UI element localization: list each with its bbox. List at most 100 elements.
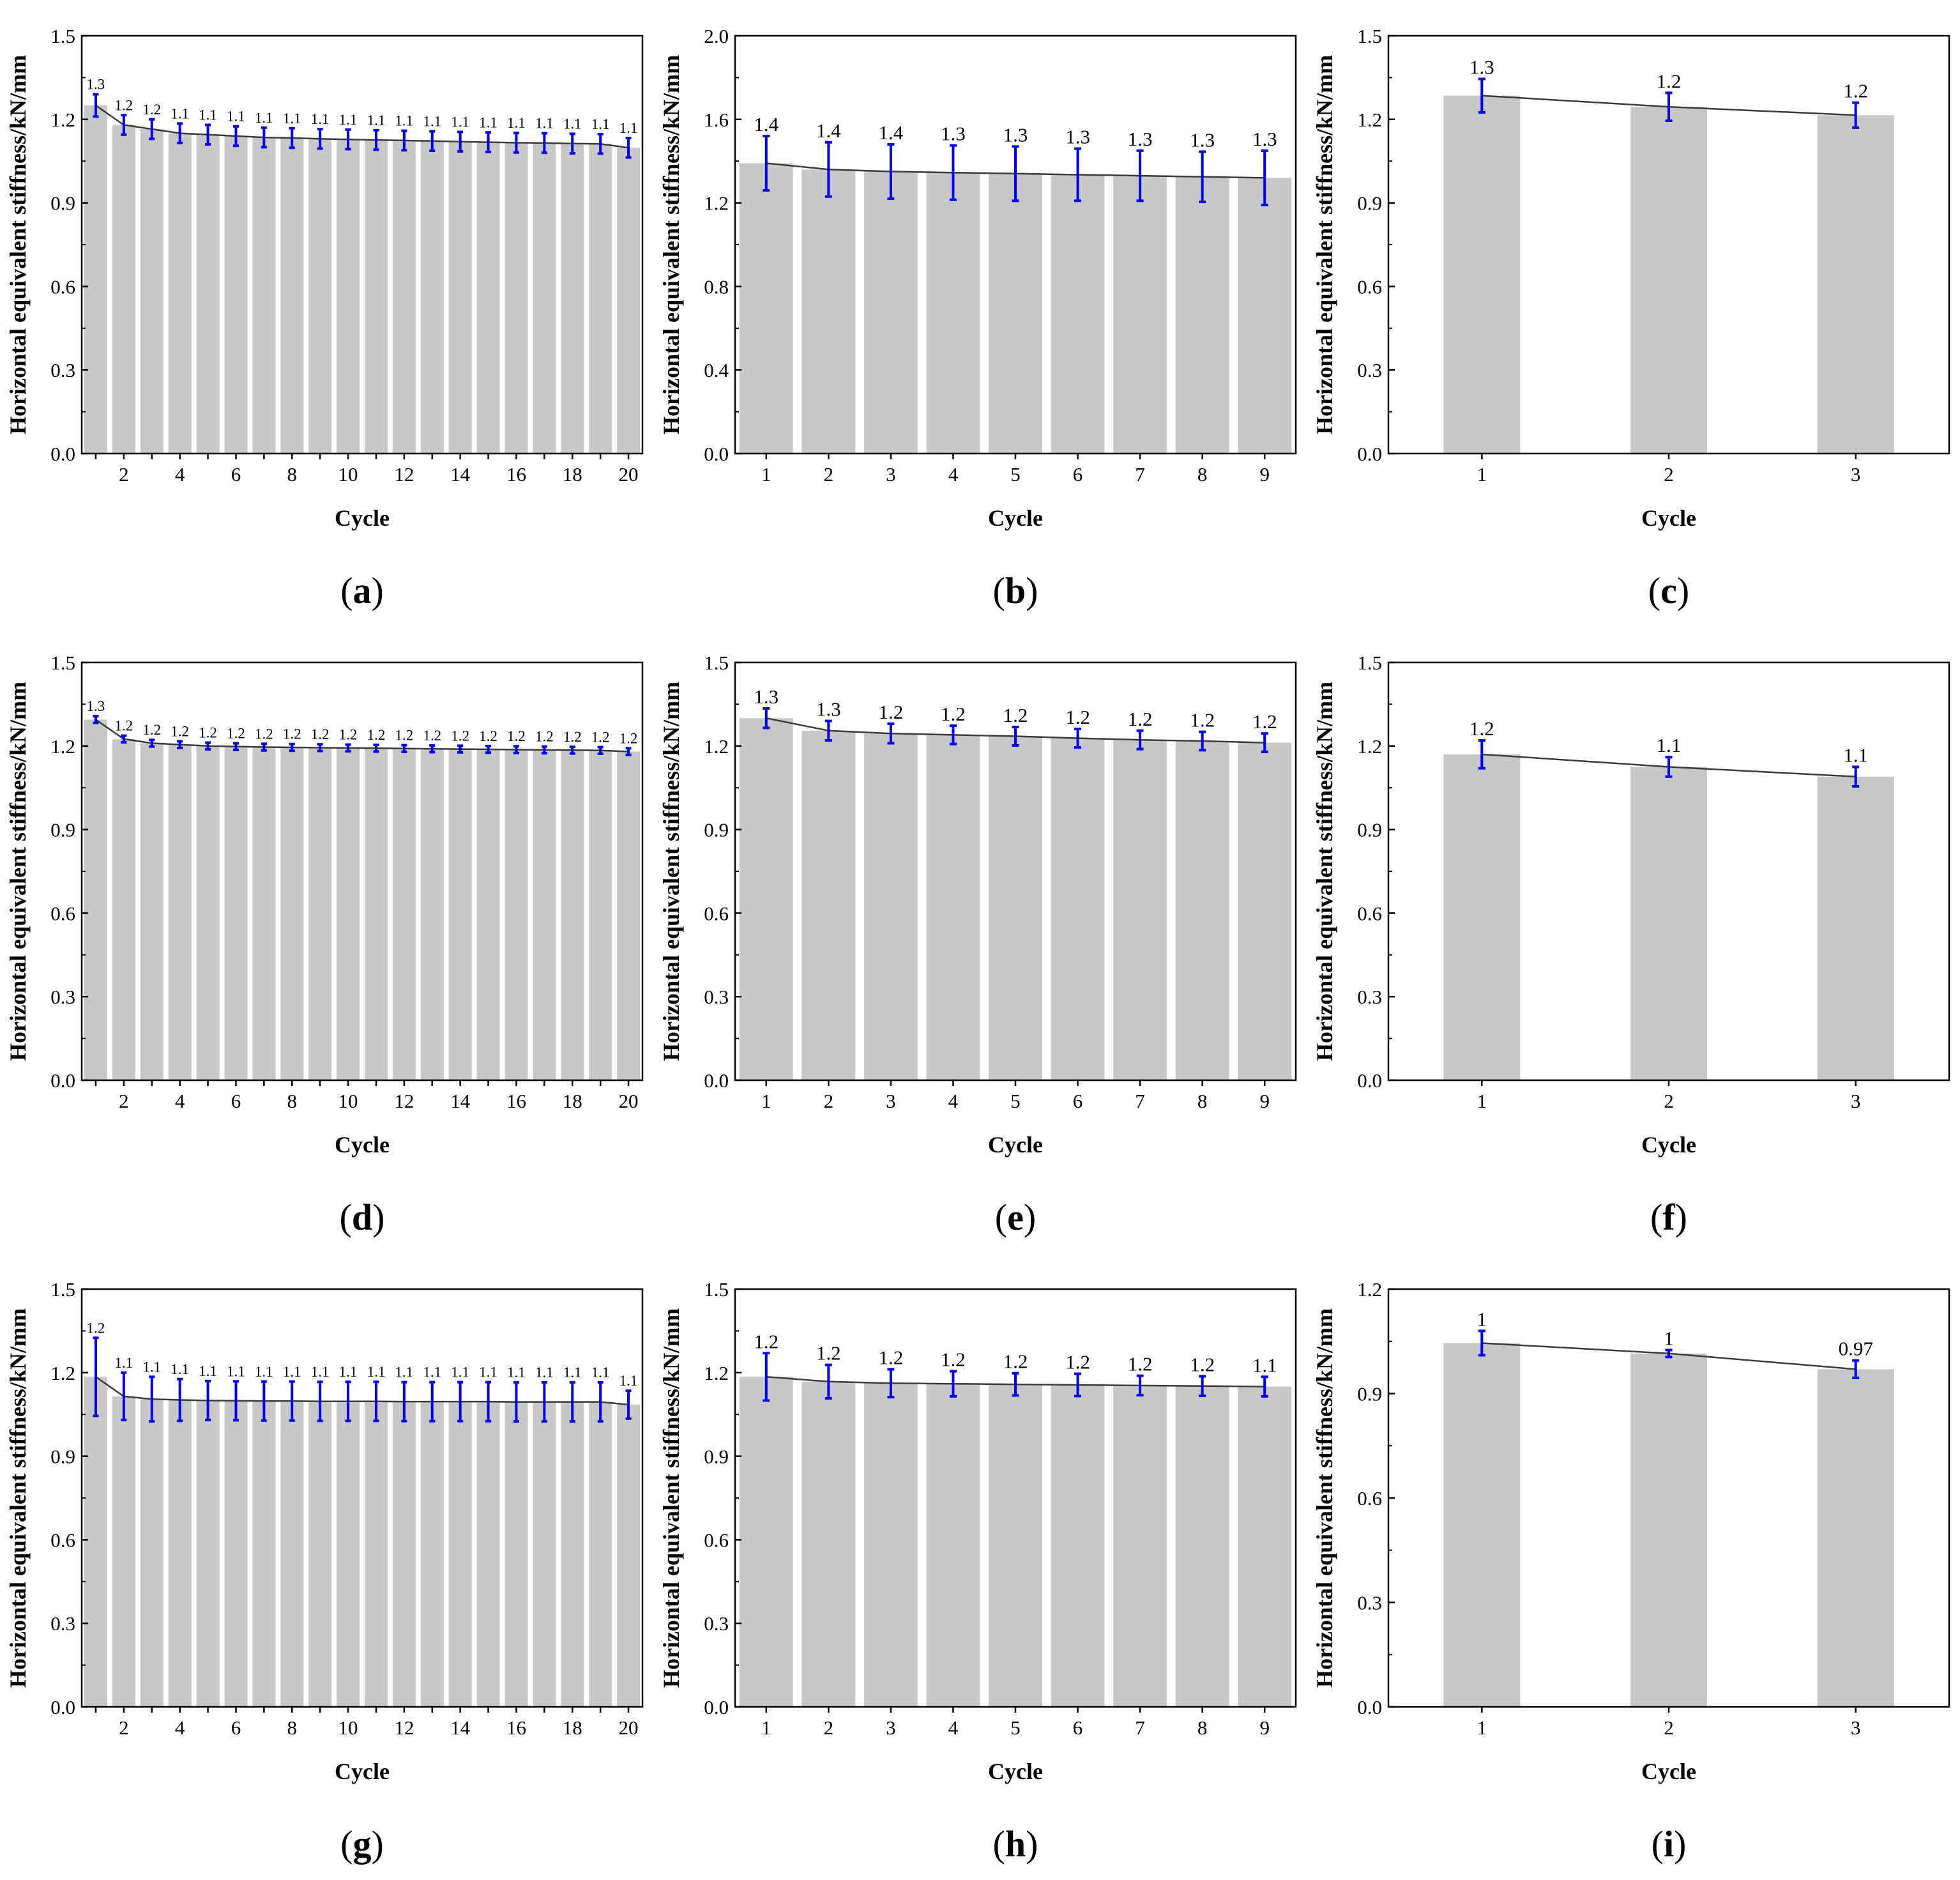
data-label: 1.2 (591, 730, 610, 745)
data-label: 1.2 (114, 718, 133, 734)
y-axis-title: Horizontal equivalent stiffness/kN/mm (5, 682, 31, 1061)
bar (1238, 742, 1292, 1080)
error-bar (569, 132, 575, 155)
error-bar (232, 125, 239, 148)
bar (224, 136, 248, 454)
plot-frame (80, 661, 644, 1081)
error-bar (887, 1368, 895, 1399)
data-label: 1.2 (1065, 1351, 1090, 1373)
x-axis-title: Cycle (1641, 1132, 1696, 1158)
error-bar (205, 741, 211, 751)
chart-panel-b: 1.4 1.4 1.4 1.3 1.3 1.3 1.3 1.3 1.3 0.0 0.4 0.8 1.2 1… (653, 0, 1307, 627)
error-bar (1074, 1372, 1082, 1398)
y-tick-label: 0.6 (704, 902, 729, 924)
bar (365, 1401, 388, 1707)
bar (801, 169, 856, 454)
bar (140, 1399, 163, 1707)
data-label: 1.2 (879, 1347, 904, 1369)
error-bar (177, 740, 183, 749)
y-tick-label: 1.2 (50, 109, 75, 131)
data-label: 1.2 (283, 726, 301, 742)
chart-svg-a: 1.3 1.2 1.2 1.1 1.1 1.1 1.1 1.1 1.1 1.1 1.1 1.1 1.1 1… (5, 25, 644, 611)
x-tick-label: 3 (886, 1716, 896, 1739)
y-tick-label: 0.3 (50, 359, 75, 381)
y-tick-label: 0.3 (1357, 986, 1382, 1008)
data-label: 1.2 (754, 1330, 779, 1352)
x-tick-label: 7 (1135, 1090, 1145, 1112)
bar (561, 1402, 584, 1707)
bars-f (1443, 754, 1894, 1080)
data-label: 1.1 (1252, 1354, 1277, 1376)
error-bar (824, 141, 832, 198)
y-tick-label: 0.9 (704, 819, 729, 841)
bar (533, 142, 556, 454)
y-tick-label: 0.6 (50, 1529, 75, 1551)
error-bar (569, 745, 575, 755)
data-label: 1.2 (1128, 1353, 1153, 1375)
data-label: 1.3 (87, 77, 105, 93)
bar (308, 139, 332, 454)
error-bar (597, 132, 604, 155)
y-tick-label: 0.3 (1357, 359, 1382, 381)
bar (1817, 115, 1894, 454)
bar (1051, 174, 1105, 454)
bar (589, 1402, 612, 1707)
bar (112, 1396, 135, 1707)
bar (140, 129, 163, 454)
data-label: 1.3 (1065, 126, 1090, 148)
bars-c (1443, 95, 1894, 454)
y-tick-label: 2.0 (704, 25, 729, 47)
error-bar (93, 715, 99, 724)
bar (112, 738, 135, 1080)
error-bar (429, 1380, 436, 1423)
x-tick-label: 5 (1010, 463, 1021, 485)
x-axis-title: Cycle (988, 1132, 1043, 1158)
x-tick-label: 2 (824, 463, 834, 485)
bar (365, 140, 388, 454)
bar (224, 1400, 248, 1707)
bar (1443, 754, 1521, 1080)
x-tick-label: 9 (1259, 1090, 1270, 1112)
y-tick-label: 0.9 (1357, 819, 1382, 841)
bar (1238, 178, 1292, 454)
data-label: 1.1 (171, 105, 189, 121)
data-label: 1.2 (1252, 710, 1277, 733)
x-tick-label: 10 (338, 1716, 358, 1739)
x-tick-label: 16 (506, 1090, 526, 1112)
error-bars-f (1478, 739, 1860, 788)
y-tick-label: 0.6 (50, 902, 75, 924)
y-axis-title: Horizontal equivalent stiffness/kN/mm (658, 682, 684, 1061)
error-bar (513, 132, 519, 154)
data-label: 1.2 (535, 729, 554, 745)
chart-panel-i: 1 1 0.97 0.0 0.3 0.6 0.9 1.2 1 2 3 Cycle Horizontal … (1307, 1253, 1960, 1880)
x-tick-label: 3 (1851, 1716, 1861, 1739)
bar (392, 1402, 416, 1707)
error-bar (1665, 91, 1673, 122)
x-axis-title: Cycle (1641, 1759, 1696, 1784)
chart-svg-b: 1.4 1.4 1.4 1.3 1.3 1.3 1.3 1.3 1.3 0.0 0.4 0.8 1.2 1… (658, 25, 1297, 611)
bar (84, 1377, 107, 1707)
bar (989, 1384, 1042, 1707)
x-tick-label: 1 (1477, 463, 1487, 485)
x-tick-label: 1 (761, 1090, 771, 1112)
x-tick-label: 2 (1664, 1090, 1674, 1112)
data-label: 1.3 (1470, 56, 1494, 79)
x-tick-label: 1 (1477, 1716, 1487, 1739)
data-label: 1.2 (227, 725, 245, 741)
error-bar (317, 1380, 323, 1423)
error-bar (949, 724, 957, 745)
y-tick-label: 1.2 (1357, 1278, 1382, 1301)
error-bar (1199, 1375, 1206, 1397)
error-bar (763, 707, 770, 730)
error-bar (177, 1377, 183, 1423)
error-bars-h (763, 1352, 1268, 1402)
bar (420, 1402, 444, 1707)
bar (280, 138, 304, 454)
x-tick-label: 6 (231, 1716, 241, 1739)
bar (1630, 1353, 1707, 1707)
bar (589, 750, 612, 1080)
x-tick-label: 3 (886, 463, 896, 485)
error-bar (597, 1381, 604, 1423)
panel-tag: (e) (995, 1196, 1036, 1238)
panel-tag: (i) (1652, 1823, 1687, 1865)
